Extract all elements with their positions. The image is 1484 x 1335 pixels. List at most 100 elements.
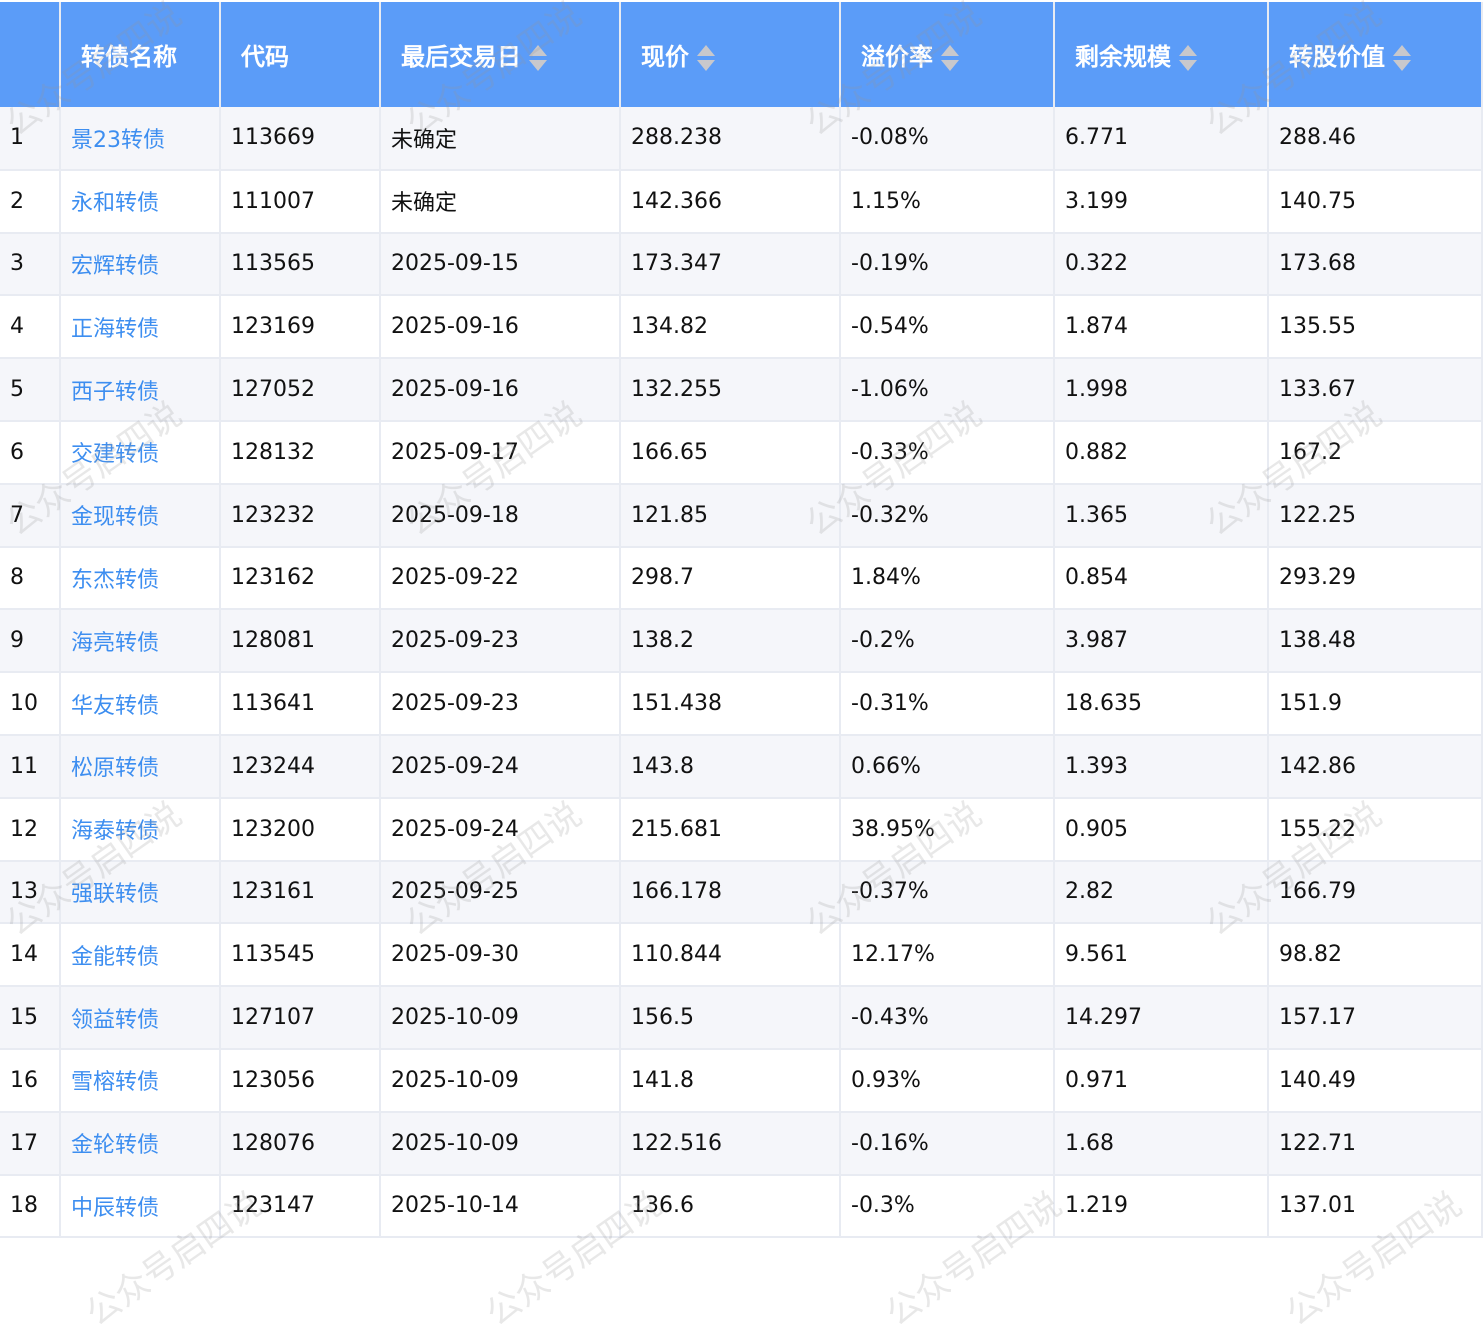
table-row: 16 雪榕转债 123056 2025-10-09 141.8 0.93% 0.971 140… xyxy=(0,1048,1483,1113)
cell-conversion-value: 288.46 xyxy=(1268,107,1483,171)
cell-conversion-value: 138.48 xyxy=(1268,609,1483,674)
table-row: 9 海亮转债 128081 2025-09-23 138.2 -0.2% 3.987 138.… xyxy=(0,609,1483,674)
cell-price: 151.438 xyxy=(620,672,841,736)
column-header-conversion-value[interactable]: 转股价值 xyxy=(1268,2,1483,107)
cell-price: 136.6 xyxy=(620,1174,841,1239)
sort-icon[interactable] xyxy=(1393,45,1411,71)
cell-conversion-value: 140.49 xyxy=(1268,1048,1483,1113)
cell-remaining-size: 0.854 xyxy=(1054,546,1269,611)
cell-premium-rate: 12.17% xyxy=(840,923,1055,988)
table-row: 8 东杰转债 123162 2025-09-22 298.7 1.84% 0.854 293.… xyxy=(0,546,1483,611)
cell-last-trade-date: 未确定 xyxy=(380,107,621,171)
column-header-label: 最后交易日 xyxy=(401,43,521,71)
cell-remaining-size: 18.635 xyxy=(1054,672,1269,736)
cell-premium-rate: -0.3% xyxy=(840,1174,1055,1239)
cell-price: 121.85 xyxy=(620,483,841,548)
cell-premium-rate: 1.15% xyxy=(840,169,1055,234)
column-header-price[interactable]: 现价 xyxy=(620,2,841,107)
table-row: 2 永和转债 111007 未确定 142.366 1.15% 3.199 140.75 xyxy=(0,169,1483,234)
cell-last-trade-date: 2025-10-14 xyxy=(380,1174,621,1239)
cell-premium-rate: -0.08% xyxy=(840,107,1055,171)
table-row: 15 领益转债 127107 2025-10-09 156.5 -0.43% 14.297 1… xyxy=(0,986,1483,1050)
cell-bond-name[interactable]: 正海转债 xyxy=(60,295,221,360)
cell-price: 143.8 xyxy=(620,734,841,799)
cell-index: 8 xyxy=(0,546,61,611)
cell-bond-name[interactable]: 松原转债 xyxy=(60,734,221,799)
cell-code: 127107 xyxy=(220,986,381,1050)
cell-bond-name[interactable]: 金轮转债 xyxy=(60,1111,221,1176)
cell-premium-rate: -0.37% xyxy=(840,860,1055,925)
cell-conversion-value: 166.79 xyxy=(1268,860,1483,925)
cell-index: 16 xyxy=(0,1048,61,1113)
cell-price: 166.178 xyxy=(620,860,841,925)
cell-bond-name[interactable]: 宏辉转债 xyxy=(60,232,221,297)
cell-premium-rate: -1.06% xyxy=(840,358,1055,422)
cell-code: 123056 xyxy=(220,1048,381,1113)
cell-price: 110.844 xyxy=(620,923,841,988)
cell-premium-rate: -0.2% xyxy=(840,609,1055,674)
cell-bond-name[interactable]: 强联转债 xyxy=(60,860,221,925)
cell-bond-name[interactable]: 海泰转债 xyxy=(60,797,221,862)
cell-price: 141.8 xyxy=(620,1048,841,1113)
cell-bond-name[interactable]: 永和转债 xyxy=(60,169,221,234)
cell-remaining-size: 2.82 xyxy=(1054,860,1269,925)
cell-index: 17 xyxy=(0,1111,61,1176)
cell-bond-name[interactable]: 领益转债 xyxy=(60,986,221,1050)
column-header-label: 现价 xyxy=(641,43,689,71)
column-header-label: 代码 xyxy=(241,43,289,71)
cell-last-trade-date: 2025-10-09 xyxy=(380,986,621,1050)
sort-icon[interactable] xyxy=(697,45,715,71)
cell-code: 123161 xyxy=(220,860,381,925)
cell-bond-name[interactable]: 雪榕转债 xyxy=(60,1048,221,1113)
cell-remaining-size: 0.882 xyxy=(1054,420,1269,485)
cell-last-trade-date: 2025-09-17 xyxy=(380,420,621,485)
cell-last-trade-date: 2025-09-30 xyxy=(380,923,621,988)
column-header-index xyxy=(0,2,61,107)
cell-remaining-size: 14.297 xyxy=(1054,986,1269,1050)
cell-code: 123232 xyxy=(220,483,381,548)
cell-code: 123200 xyxy=(220,797,381,862)
cell-price: 132.255 xyxy=(620,358,841,422)
column-header-last-trade-date[interactable]: 最后交易日 xyxy=(380,2,621,107)
cell-conversion-value: 135.55 xyxy=(1268,295,1483,360)
cell-code: 113545 xyxy=(220,923,381,988)
cell-premium-rate: -0.43% xyxy=(840,986,1055,1050)
cell-remaining-size: 1.998 xyxy=(1054,358,1269,422)
table-row: 11 松原转债 123244 2025-09-24 143.8 0.66% 1.393 142… xyxy=(0,734,1483,799)
sort-icon[interactable] xyxy=(529,45,547,71)
column-header-bond-name: 转债名称 xyxy=(60,2,221,107)
table-row: 18 中辰转债 123147 2025-10-14 136.6 -0.3% 1.219 137… xyxy=(0,1174,1483,1239)
column-header-label: 剩余规模 xyxy=(1075,43,1171,71)
sort-icon[interactable] xyxy=(941,45,959,71)
cell-index: 15 xyxy=(0,986,61,1050)
cell-bond-name[interactable]: 交建转债 xyxy=(60,420,221,485)
cell-index: 18 xyxy=(0,1174,61,1239)
cell-conversion-value: 151.9 xyxy=(1268,672,1483,736)
cell-bond-name[interactable]: 海亮转债 xyxy=(60,609,221,674)
cell-remaining-size: 6.771 xyxy=(1054,107,1269,171)
column-header-label: 溢价率 xyxy=(861,43,933,71)
sort-icon[interactable] xyxy=(1179,45,1197,71)
cell-last-trade-date: 2025-09-23 xyxy=(380,609,621,674)
cell-bond-name[interactable]: 东杰转债 xyxy=(60,546,221,611)
cell-bond-name[interactable]: 金能转债 xyxy=(60,923,221,988)
cell-index: 9 xyxy=(0,609,61,674)
cell-code: 111007 xyxy=(220,169,381,234)
cell-last-trade-date: 2025-09-24 xyxy=(380,734,621,799)
cell-premium-rate: -0.54% xyxy=(840,295,1055,360)
column-header-remaining-size[interactable]: 剩余规模 xyxy=(1054,2,1269,107)
column-header-premium-rate[interactable]: 溢价率 xyxy=(840,2,1055,107)
cell-remaining-size: 1.365 xyxy=(1054,483,1269,548)
cell-bond-name[interactable]: 金现转债 xyxy=(60,483,221,548)
cell-bond-name[interactable]: 华友转债 xyxy=(60,672,221,736)
cell-index: 13 xyxy=(0,860,61,925)
table-row: 10 华友转债 113641 2025-09-23 151.438 -0.31% 18.63… xyxy=(0,672,1483,736)
cell-bond-name[interactable]: 西子转债 xyxy=(60,358,221,422)
cell-price: 156.5 xyxy=(620,986,841,1050)
cell-index: 6 xyxy=(0,420,61,485)
table-row: 17 金轮转债 128076 2025-10-09 122.516 -0.16% 1.68 1… xyxy=(0,1111,1483,1176)
cell-remaining-size: 1.68 xyxy=(1054,1111,1269,1176)
cell-bond-name[interactable]: 景23转债 xyxy=(60,107,221,171)
cell-bond-name[interactable]: 中辰转债 xyxy=(60,1174,221,1239)
cell-price: 134.82 xyxy=(620,295,841,360)
